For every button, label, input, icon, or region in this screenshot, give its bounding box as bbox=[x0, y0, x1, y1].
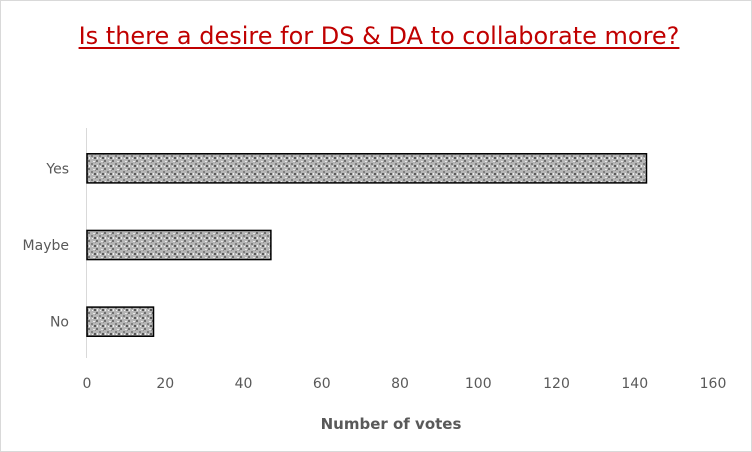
x-tick-label: 60 bbox=[313, 376, 331, 392]
bar-yes bbox=[86, 153, 648, 184]
x-tick-label: 80 bbox=[391, 376, 409, 392]
x-tick-label: 20 bbox=[156, 376, 174, 392]
x-tick-label: 40 bbox=[235, 376, 253, 392]
x-tick-label: 120 bbox=[543, 376, 570, 392]
bar-no bbox=[86, 306, 155, 337]
chart-title: Is there a desire for DS & DA to collabo… bbox=[78, 22, 680, 50]
x-axis-title: Number of votes bbox=[321, 415, 462, 433]
y-tick-label-maybe: Maybe bbox=[23, 238, 69, 254]
bar-maybe bbox=[86, 229, 272, 261]
x-tick-label: 0 bbox=[83, 376, 92, 392]
x-tick-label: 140 bbox=[621, 376, 648, 392]
y-tick-label-no: No bbox=[50, 315, 69, 331]
x-tick-label: 160 bbox=[700, 376, 727, 392]
y-tick-label-yes: Yes bbox=[45, 161, 69, 177]
x-tick-label: 100 bbox=[465, 376, 492, 392]
